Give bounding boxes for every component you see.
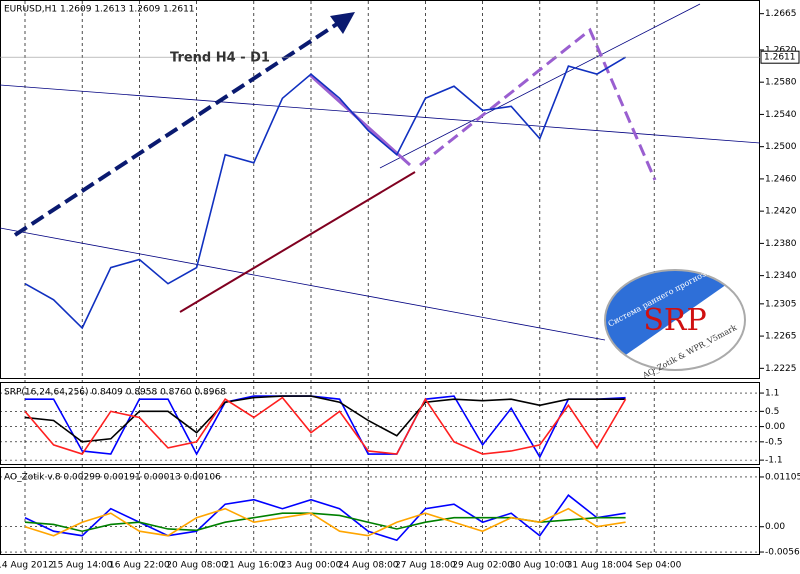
indicator-title: AO_Zotik v.8 0.00299 0.00191 0.00013 0.0… — [4, 473, 221, 483]
y-tick-label: -0.5 — [765, 437, 783, 447]
price-tag — [760, 50, 800, 64]
channel-line — [379, 3, 701, 169]
trend-line — [179, 171, 416, 313]
y-tick-label: 1.2420 — [765, 207, 797, 217]
y-tick-label: 1.2460 — [765, 174, 797, 184]
wave-forecast — [419, 27, 657, 181]
y-tick-label: 1.2265 — [765, 332, 797, 342]
y-tick-label: 0.01105 — [765, 472, 800, 482]
logo-name: SRP — [643, 303, 706, 338]
indicator-title: SRP(16,24,64,256) 0.8409 0.8958 0.8760 0… — [4, 388, 226, 398]
y-tick-label: 1.1 — [765, 389, 779, 399]
ao-panel — [0, 467, 760, 555]
series-line — [24, 494, 626, 542]
x-tick-label: 29 Aug 02:00 — [452, 561, 513, 571]
y-tick-label: 1.2500 — [765, 142, 797, 152]
plot-layer — [0, 56, 760, 542]
annotation: Trend H4 - D1 — [170, 51, 270, 66]
wave-line — [308, 73, 412, 167]
trend-arrow — [13, 20, 342, 237]
x-tick-label: 30 Aug 10:00 — [509, 561, 570, 571]
y-tick-label: 1.2620 — [765, 45, 797, 55]
x-tick-label: 27 Aug 18:00 — [395, 561, 456, 571]
main-panel — [0, 0, 760, 379]
y-tick-label: -1.1 — [765, 456, 783, 466]
y-tick-label: 1.2225 — [765, 364, 797, 374]
y-tick-label: -0.00562 — [765, 548, 800, 558]
y-tick-label: 1.2665 — [765, 9, 797, 19]
series-line — [24, 395, 626, 443]
x-tick-label: 21 Aug 16:00 — [223, 561, 284, 571]
x-tick-label: 23 Aug 00:00 — [281, 561, 342, 571]
series-line — [24, 396, 627, 455]
series-line — [24, 56, 627, 330]
series-line — [24, 507, 626, 537]
y-tick-label: 1.2380 — [765, 239, 797, 249]
chart-title: EURUSD,H1 1.2609 1.2613 1.2609 1.2611 — [4, 5, 195, 15]
y-tick-label: 1.2340 — [765, 271, 797, 281]
arrow-head — [330, 12, 355, 34]
x-tick-label: 4 Sep 04:00 — [627, 561, 682, 571]
series-line — [25, 395, 626, 459]
channel-line — [0, 227, 606, 341]
y-tick-label: 0.00 — [765, 522, 785, 532]
logo-frame — [604, 269, 746, 371]
y-tick-label: 0.5 — [765, 407, 779, 417]
x-tick-label: 15 Aug 14:00 — [52, 561, 113, 571]
y-tick-label: 0.00 — [765, 422, 785, 432]
x-tick-label: 14 Aug 2012 — [0, 561, 54, 571]
srp-panel — [0, 382, 760, 465]
x-tick-label: 16 Aug 22:00 — [109, 561, 170, 571]
x-tick-label: 24 Aug 08:00 — [338, 561, 399, 571]
y-tick-label: 1.2540 — [765, 110, 797, 120]
logo — [605, 270, 745, 370]
x-tick-label: 31 Aug 18:00 — [567, 561, 628, 571]
y-tick-label: 1.2305 — [765, 299, 797, 309]
y-tick-label: 1.2580 — [765, 78, 797, 88]
price-tag-label: 1.2611 — [764, 53, 796, 63]
x-tick-label: 20 Aug 08:00 — [166, 561, 227, 571]
